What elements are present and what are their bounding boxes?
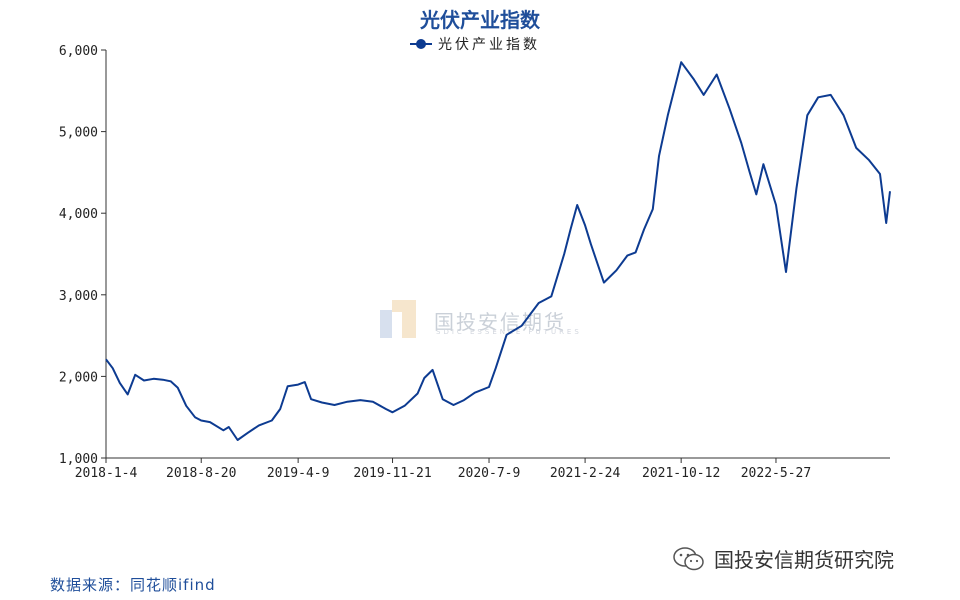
x-tick-label: 2019-4-9 [267, 466, 330, 481]
y-tick-label: 1,000 [59, 452, 98, 467]
watermark-subtext: SDIC ESSENCE FUTURES [436, 328, 582, 336]
x-tick-label: 2018-1-4 [75, 466, 138, 481]
brand-footer: 国投安信期货研究院 [672, 544, 894, 573]
x-tick-label: 2018-8-20 [166, 466, 236, 481]
wechat-icon [673, 546, 704, 570]
legend-swatch [410, 38, 432, 50]
x-tick-label: 2021-10-12 [642, 466, 720, 481]
data-source: 数据来源：同花顺ifind [50, 576, 216, 594]
series-line [105, 61, 891, 441]
legend-label: 光伏产业指数 [438, 37, 540, 53]
y-tick-label: 2,000 [59, 370, 98, 385]
watermark: 国投安信期货 SDIC ESSENCE FUTURES [378, 298, 579, 342]
legend: 光伏产业指数 [410, 34, 540, 54]
brand-name: 国投安信期货研究院 [714, 548, 894, 572]
y-tick-label: 6,000 [59, 44, 98, 59]
sdic-logo-icon [380, 300, 416, 338]
y-tick-label: 5,000 [59, 126, 98, 141]
legend-dot [416, 39, 426, 49]
x-tick-label: 2022-5-27 [741, 466, 811, 481]
x-tick-label: 2021-2-24 [550, 466, 621, 481]
x-tick-label: 2019-11-21 [353, 466, 431, 481]
y-tick-label: 3,000 [59, 289, 98, 304]
watermark-text: 国投安信期货 [434, 309, 566, 334]
chart-title: 光伏产业指数 [420, 8, 540, 32]
y-tick-label: 4,000 [59, 207, 98, 222]
x-tick-label: 2020-7-9 [458, 466, 521, 481]
